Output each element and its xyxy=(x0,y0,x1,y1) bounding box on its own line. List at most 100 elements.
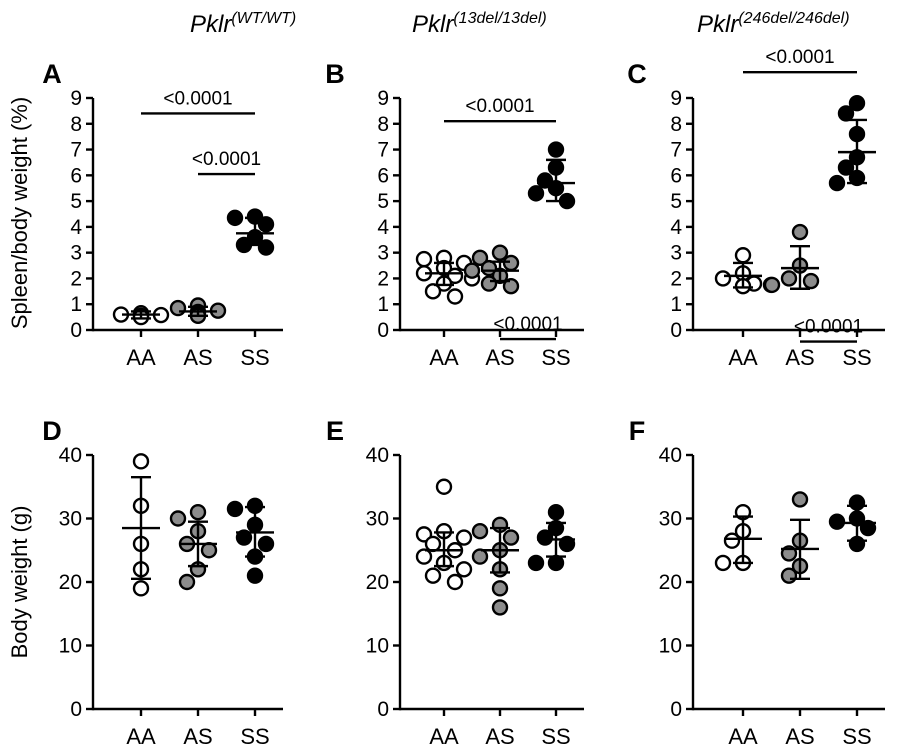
data-point xyxy=(471,249,489,267)
x-category-label: SS xyxy=(842,345,871,370)
y-tick-label: 40 xyxy=(659,444,682,467)
y-tick-label: 30 xyxy=(59,508,82,531)
data-point xyxy=(491,599,509,616)
y-tick-label: 1 xyxy=(70,293,82,316)
panel-letter: F xyxy=(629,416,646,446)
y-tick-label: 2 xyxy=(70,267,82,290)
x-category-label: SS xyxy=(541,724,570,749)
data-point xyxy=(780,270,798,287)
y-tick-label: 3 xyxy=(70,242,82,265)
data-point xyxy=(257,216,275,233)
data-point xyxy=(828,513,846,530)
data-point xyxy=(455,529,473,546)
data-point xyxy=(226,209,244,227)
y-tick-label: 6 xyxy=(377,164,389,187)
p-value-label: <0.0001 xyxy=(163,88,232,109)
y-tick-label: 4 xyxy=(670,216,682,239)
data-point xyxy=(446,288,464,305)
x-category-label: AS xyxy=(485,724,514,749)
p-value-label: <0.0001 xyxy=(465,96,534,117)
column-header-246del: Pklr(246del/246del) xyxy=(697,10,850,38)
data-point xyxy=(257,535,275,553)
y-tick-label: 9 xyxy=(670,87,682,110)
y-tick-label: 20 xyxy=(366,571,389,594)
data-point xyxy=(491,244,509,261)
y-tick-label: 40 xyxy=(366,444,389,467)
data-point xyxy=(547,141,565,158)
x-category-label: AA xyxy=(429,724,459,749)
y-tick-label: 0 xyxy=(377,319,389,342)
data-point xyxy=(714,270,732,287)
data-point xyxy=(226,500,244,518)
x-category-label: AS xyxy=(485,345,514,370)
column-header-13del: Pklr(13del/13del) xyxy=(412,10,547,38)
data-point xyxy=(200,542,218,559)
data-point xyxy=(169,510,187,527)
panel-e: E 0 10 20 30 40 AA AS SS xyxy=(326,416,584,749)
y-tick-label: 1 xyxy=(670,293,682,316)
y-tick-label: 20 xyxy=(659,571,682,594)
x-category-label: AA xyxy=(728,724,758,749)
y-tick-label: 7 xyxy=(670,139,682,162)
y-tick-label: 0 xyxy=(70,698,82,721)
data-point xyxy=(527,185,545,202)
data-point xyxy=(734,247,752,264)
x-category-label: SS xyxy=(541,345,570,370)
panel-d: D 0 10 20 30 40 AA AS SS xyxy=(42,416,283,749)
data-point xyxy=(502,529,520,546)
data-point xyxy=(424,535,442,553)
y-tick-label: 0 xyxy=(377,698,389,721)
data-point xyxy=(780,567,798,584)
data-point xyxy=(791,491,809,508)
data-point xyxy=(424,283,442,300)
data-point xyxy=(828,174,846,192)
p-value-label: <0.0001 xyxy=(794,317,863,338)
y-tick-label: 0 xyxy=(70,319,82,342)
data-point xyxy=(536,529,554,546)
data-point xyxy=(527,554,545,572)
y-tick-label: 9 xyxy=(70,87,82,110)
y-tick-label: 9 xyxy=(377,87,389,110)
data-point xyxy=(502,277,520,295)
panel-letter: A xyxy=(42,59,62,89)
y-tick-label: 8 xyxy=(670,113,682,136)
data-point xyxy=(178,573,196,591)
data-point xyxy=(132,453,150,470)
data-point xyxy=(415,250,433,268)
y-tick-label: 5 xyxy=(70,190,82,213)
y-tick-label: 20 xyxy=(59,571,82,594)
column-header-wt: Pklr(WT/WT) xyxy=(190,10,296,38)
x-category-label: AS xyxy=(785,345,814,370)
row-ylabel-body-weight: Body weight (g) xyxy=(7,506,32,659)
y-tick-label: 10 xyxy=(659,635,682,658)
data-point xyxy=(723,532,741,549)
y-tick-label: 10 xyxy=(59,635,82,658)
panel-letter: D xyxy=(42,416,62,446)
row-ylabel-spleen: Spleen/body weight (%) xyxy=(7,97,32,329)
x-category-label: SS xyxy=(240,345,269,370)
y-tick-label: 2 xyxy=(377,267,389,290)
y-tick-label: 8 xyxy=(377,113,389,136)
data-point xyxy=(491,580,509,597)
y-tick-label: 6 xyxy=(670,164,682,187)
y-tick-label: 1 xyxy=(377,293,389,316)
x-category-label: SS xyxy=(240,724,269,749)
panel-f: F 0 10 20 30 40 AA AS SS xyxy=(629,416,885,749)
data-point xyxy=(132,580,150,597)
data-point xyxy=(235,529,253,546)
data-point xyxy=(547,554,565,572)
panel-letter: B xyxy=(325,59,345,89)
data-point xyxy=(502,254,520,272)
y-tick-label: 5 xyxy=(670,190,682,213)
y-tick-label: 10 xyxy=(366,635,389,658)
data-point xyxy=(547,503,565,521)
data-point xyxy=(435,478,453,495)
data-point xyxy=(246,567,264,584)
x-category-label: AA xyxy=(126,345,156,370)
x-category-label: AA xyxy=(126,724,156,749)
panel-letter: E xyxy=(326,416,344,446)
